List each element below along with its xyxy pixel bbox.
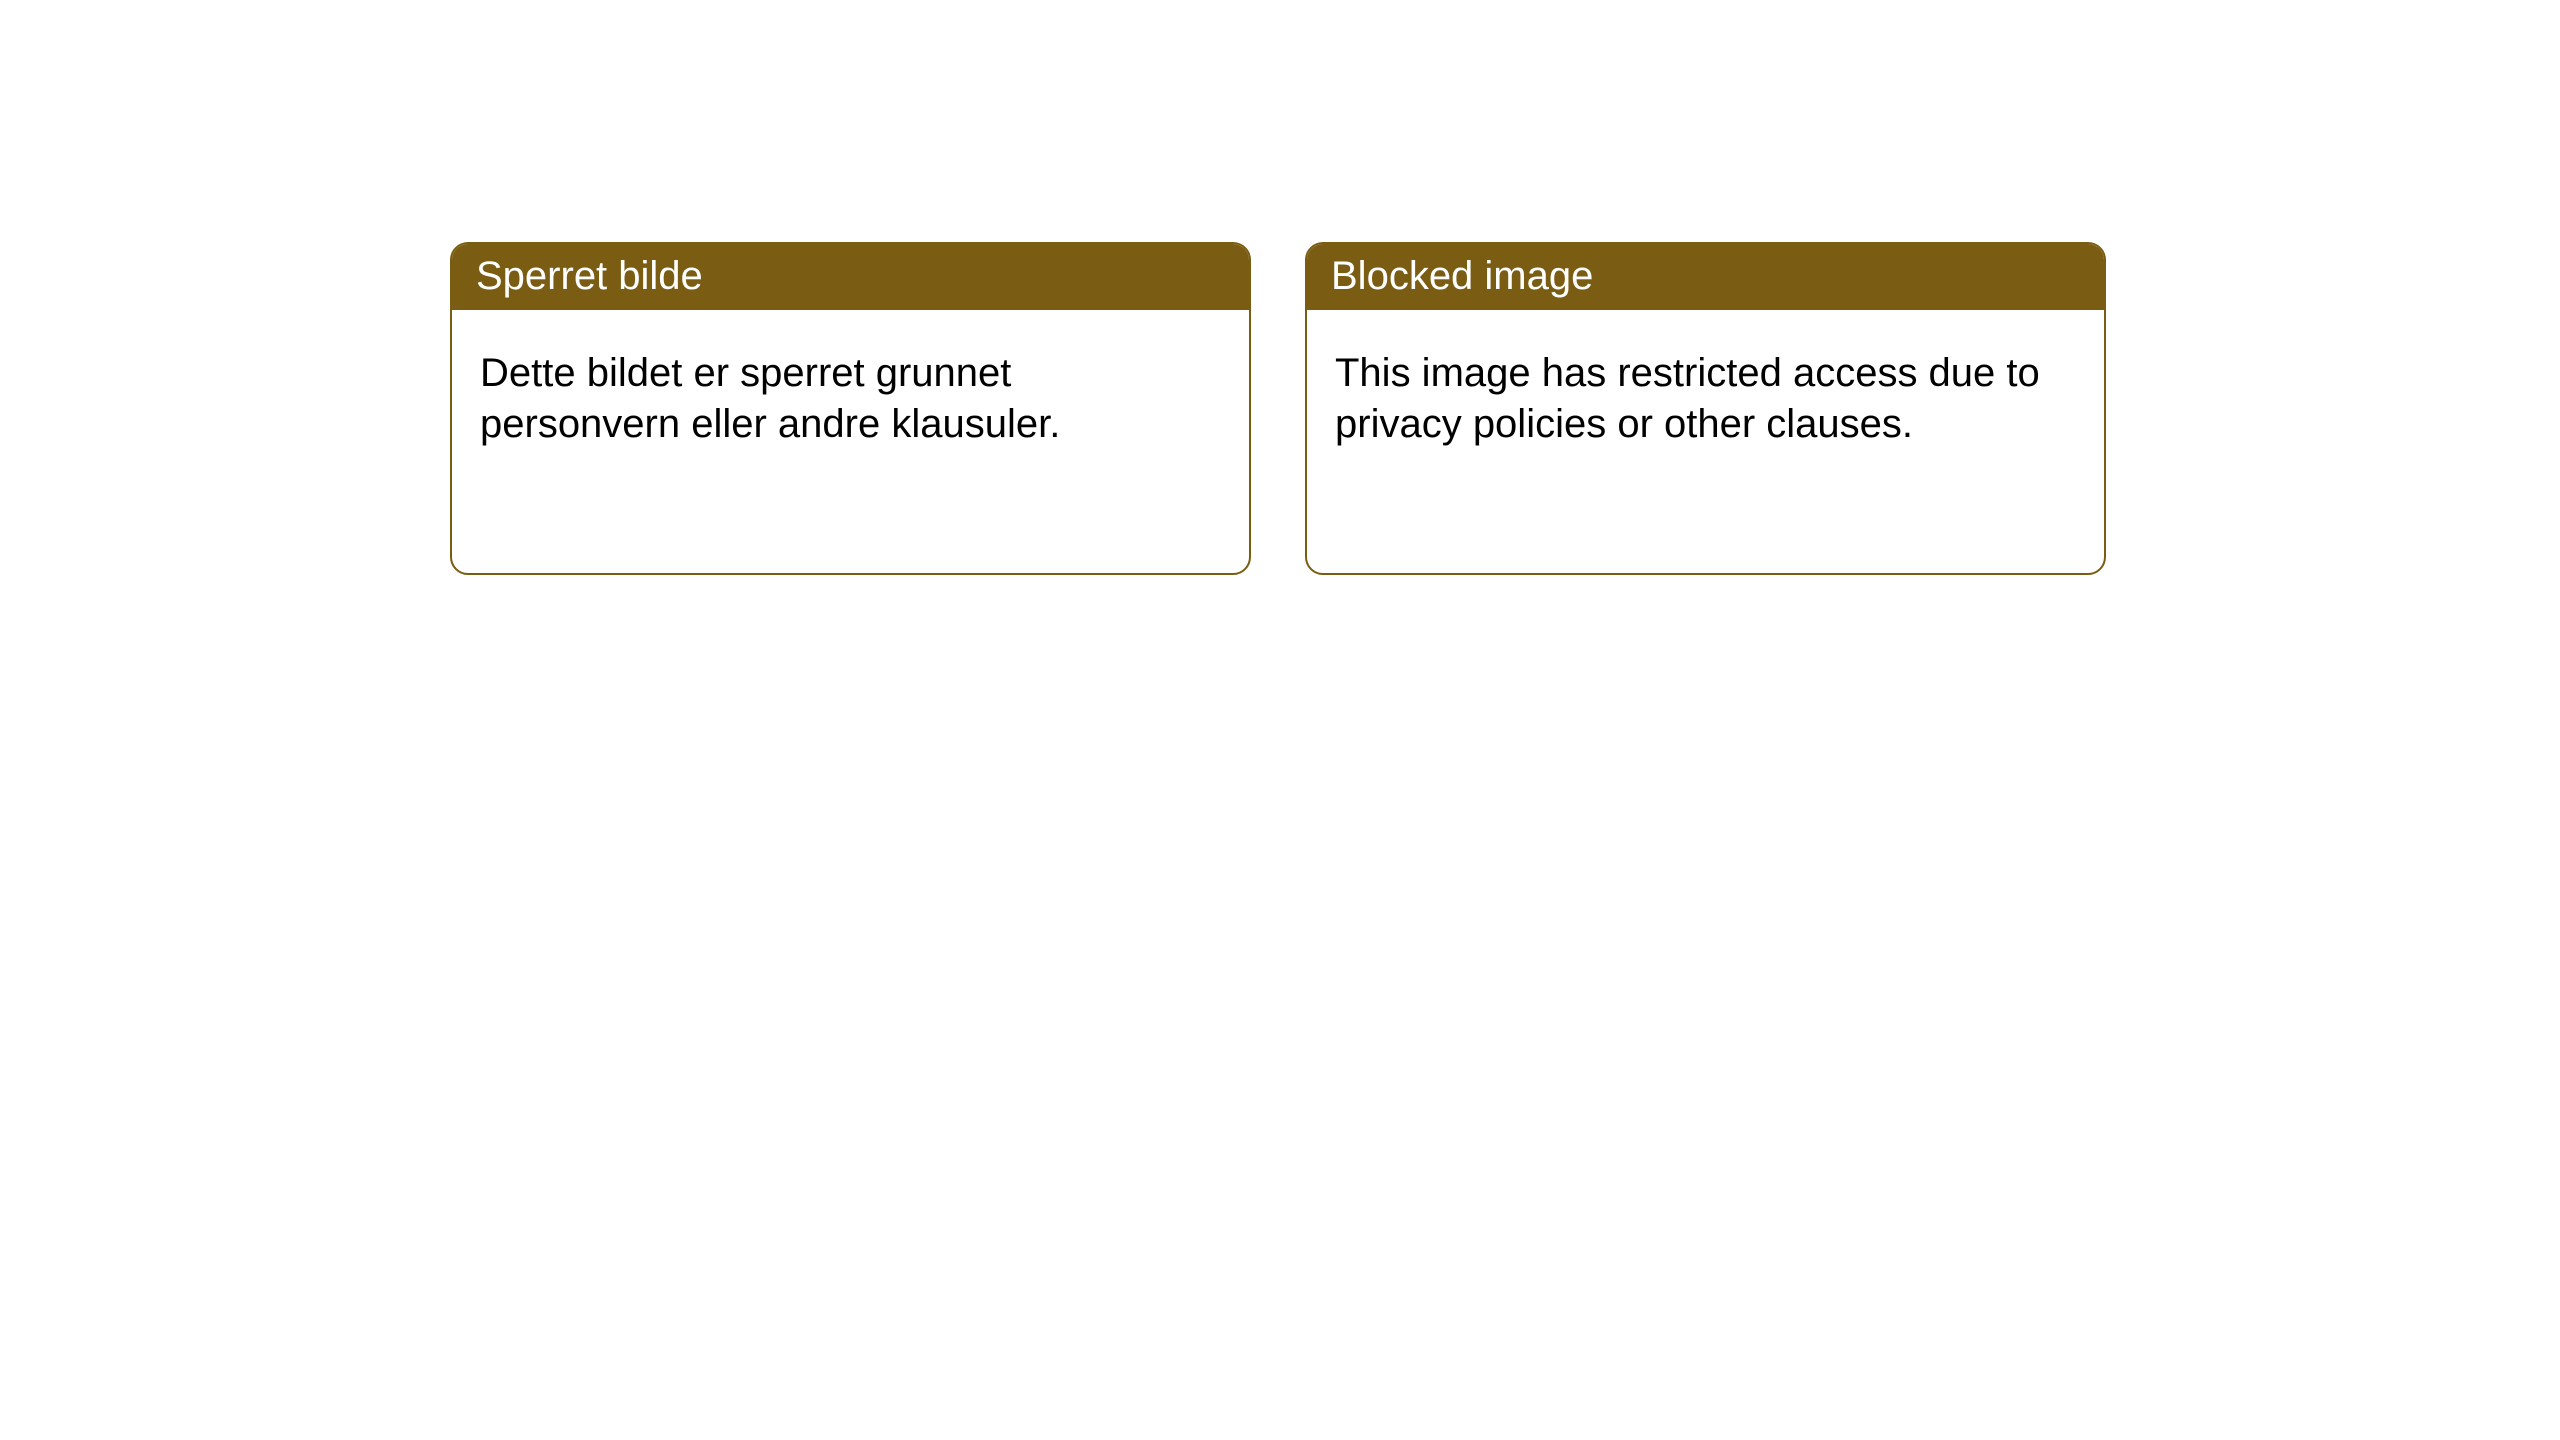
notice-header: Blocked image xyxy=(1307,244,2104,310)
notice-body-text: This image has restricted access due to … xyxy=(1335,351,2040,446)
notice-container: Sperret bilde Dette bildet er sperret gr… xyxy=(0,0,2560,575)
notice-body: Dette bildet er sperret grunnet personve… xyxy=(452,310,1249,488)
notice-box-norwegian: Sperret bilde Dette bildet er sperret gr… xyxy=(450,242,1251,575)
notice-body: This image has restricted access due to … xyxy=(1307,310,2104,488)
notice-header: Sperret bilde xyxy=(452,244,1249,310)
notice-box-english: Blocked image This image has restricted … xyxy=(1305,242,2106,575)
notice-title: Blocked image xyxy=(1331,254,1593,298)
notice-body-text: Dette bildet er sperret grunnet personve… xyxy=(480,351,1060,446)
notice-title: Sperret bilde xyxy=(476,254,703,298)
